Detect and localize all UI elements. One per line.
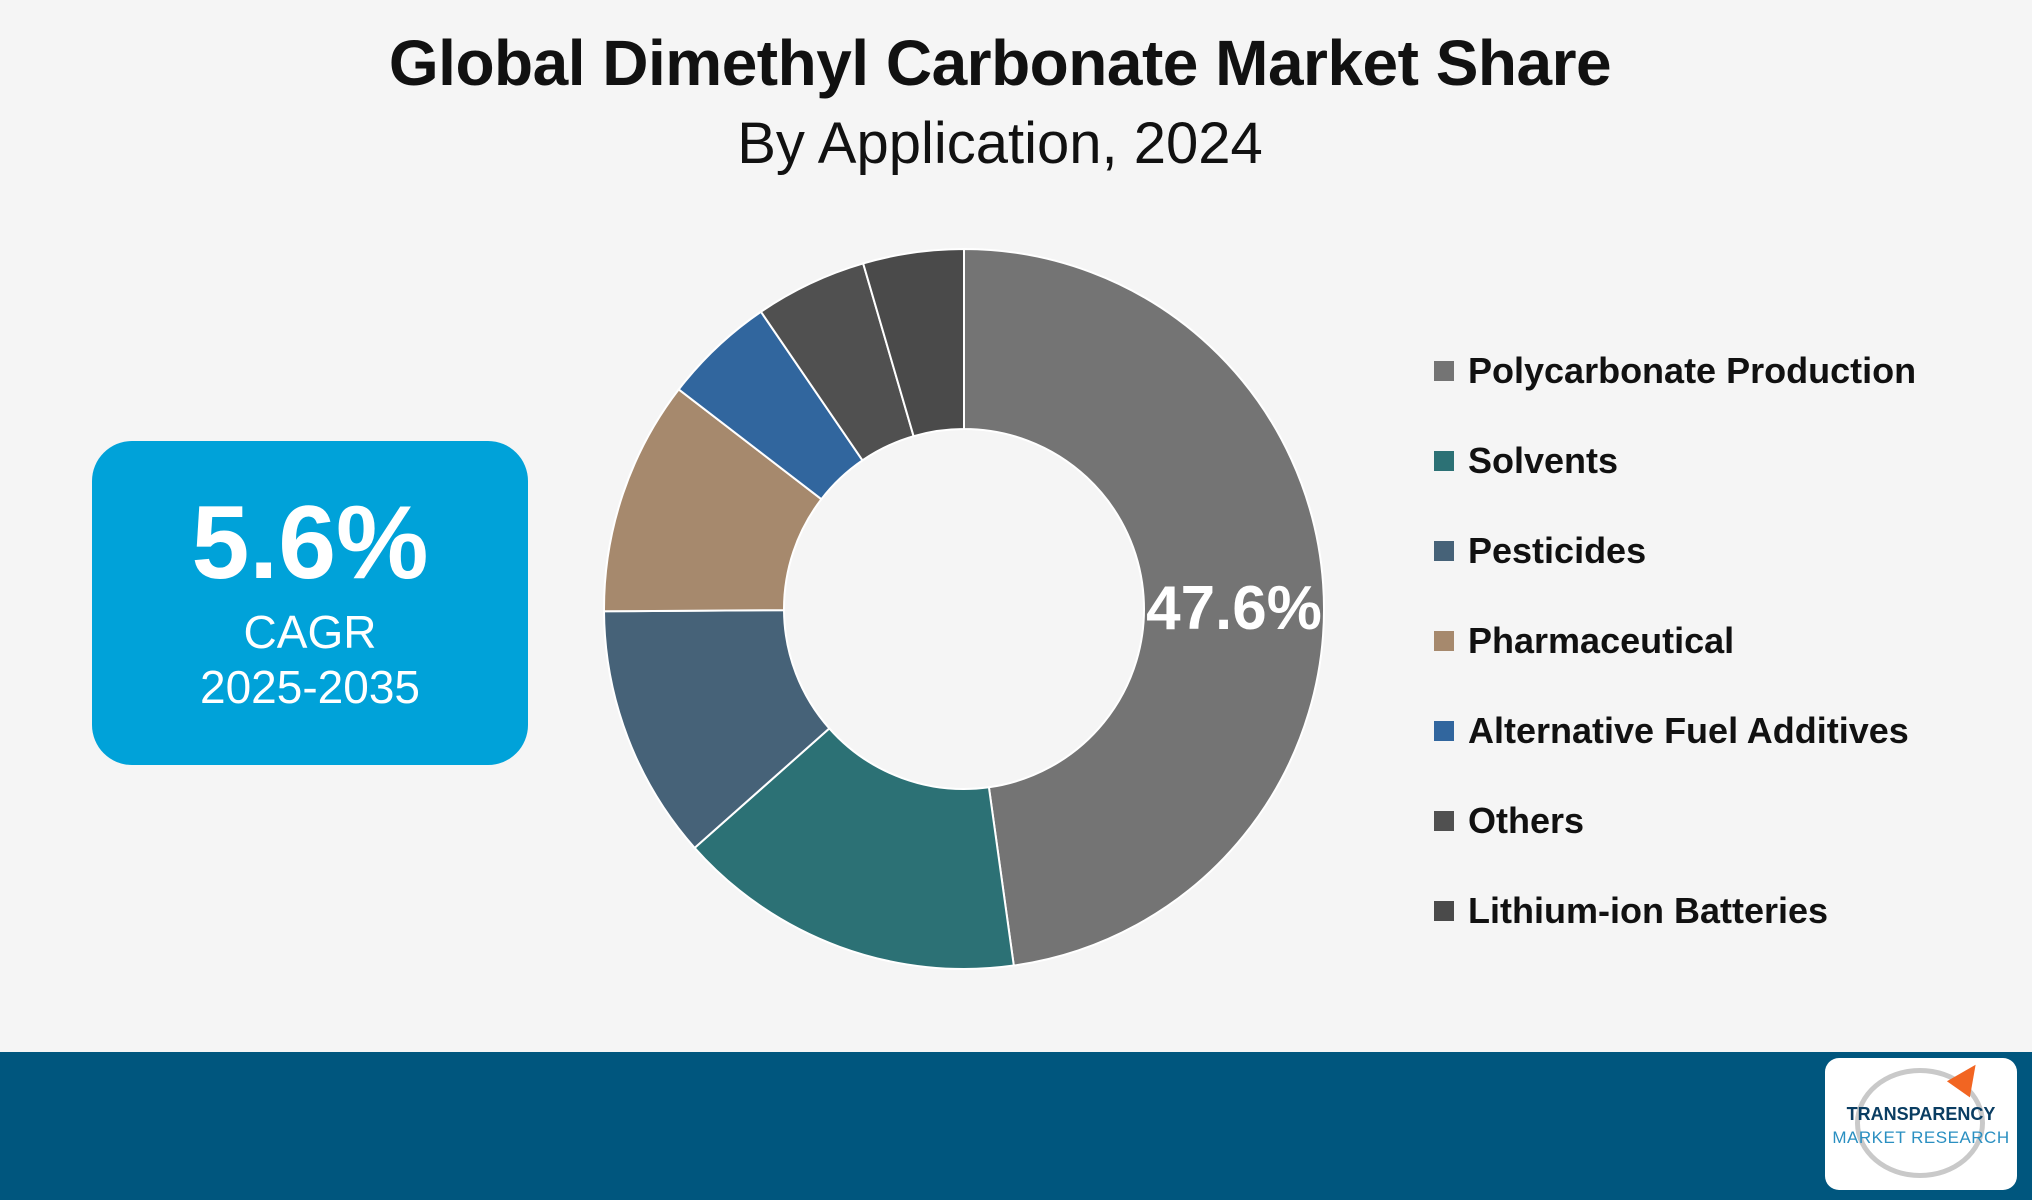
legend-item: Lithium-ion Batteries — [1434, 866, 1916, 956]
legend-swatch — [1434, 361, 1454, 381]
logo-arc-icon — [1855, 1068, 1985, 1178]
donut-labels: 47.6% — [1146, 574, 1322, 643]
cagr-period: 2025-2035 — [200, 661, 420, 714]
slice-solvents — [693, 727, 1015, 970]
cagr-label: CAGR — [243, 606, 377, 658]
legend-swatch — [1434, 631, 1454, 651]
footer-bar — [0, 1052, 2032, 1200]
data-label-polycarbonate-production: 47.6% — [1146, 574, 1322, 643]
legend-swatch — [1434, 541, 1454, 561]
legend-swatch — [1434, 901, 1454, 921]
legend-item: Pharmaceutical — [1434, 596, 1916, 686]
legend-label: Polycarbonate Production — [1468, 350, 1917, 391]
legend-swatch — [1434, 451, 1454, 471]
legend-item: Polycarbonate Production — [1434, 326, 1916, 416]
legend-swatch — [1434, 721, 1454, 741]
cagr-value: 5.6% — [191, 485, 429, 601]
legend-item: Solvents — [1434, 416, 1916, 506]
legend-label: Lithium-ion Batteries — [1468, 890, 1829, 931]
slice-pharmaceutical — [603, 387, 823, 613]
slice-polycarbonate-production — [963, 247, 1325, 967]
slice-lithium-ion-batteries — [861, 247, 965, 438]
legend-label: Alternative Fuel Additives — [1468, 710, 1909, 751]
chart-subtitle: By Application, 2024 — [737, 111, 1263, 176]
legend-label: Solvents — [1468, 440, 1619, 481]
logo-text-secondary: MARKET RESEARCH — [1832, 1128, 2010, 1147]
slice-pesticides — [603, 609, 831, 850]
chart-title: Global Dimethyl Carbonate Market Share — [388, 27, 1612, 99]
legend-label: Pesticides — [1468, 530, 1647, 571]
legend-item: Pesticides — [1434, 506, 1916, 596]
company-logo: TRANSPARENCY MARKET RESEARCH — [1825, 1056, 2017, 1190]
donut-slices — [603, 247, 1325, 970]
legend-swatch — [1434, 811, 1454, 831]
legend-label: Pharmaceutical — [1468, 620, 1735, 661]
chart-legend: Polycarbonate Production Solvents Pesticid… — [1434, 326, 1916, 956]
cagr-callout: 5.6% CAGR 2025-2035 — [92, 441, 528, 765]
logo-text-primary: TRANSPARENCY — [1846, 1104, 1996, 1124]
legend-label: Others — [1468, 800, 1585, 841]
legend-item: Others — [1434, 776, 1916, 866]
legend-item: Alternative Fuel Additives — [1434, 686, 1916, 776]
donut-chart: 47.6% — [603, 247, 1325, 970]
